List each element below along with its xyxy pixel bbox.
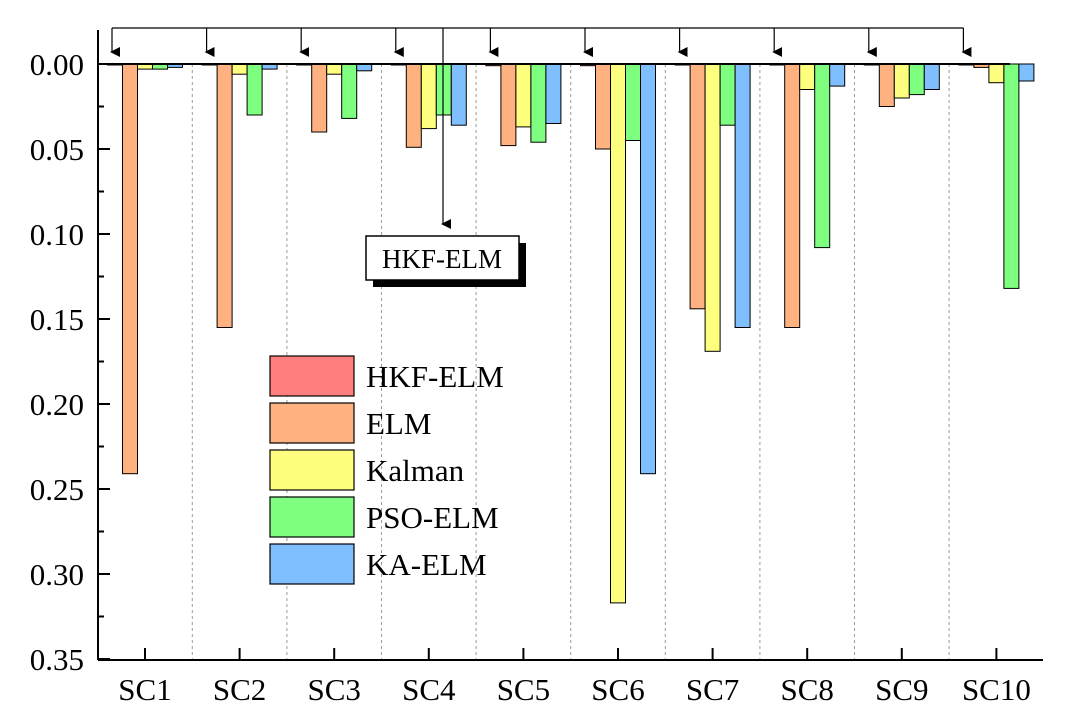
y-tick-label: 0.25	[30, 472, 84, 507]
x-tick-label: SC1	[118, 672, 171, 707]
y-tick-label: 0.35	[30, 642, 84, 677]
y-tick-label: 0.30	[30, 557, 84, 592]
bar-ka-elm-sc4	[450, 63, 467, 126]
annotation-pointers	[110, 27, 972, 229]
bar-pso-elm-sc7	[719, 63, 736, 126]
bar-elm-sc4	[405, 63, 422, 148]
legend-swatch-pso-elm	[269, 496, 355, 538]
x-axis-labels: SC1 SC2 SC3 SC4 SC5 SC6 SC7 SC8 SC9 SC10	[118, 648, 1031, 707]
bar-ka-elm-sc10	[1018, 63, 1035, 82]
bar-pso-elm-sc10	[1003, 63, 1020, 289]
legend: HKF-ELM ELM Kalman PSO-ELM KA-ELM	[269, 355, 504, 585]
x-tick-label: SC3	[307, 672, 360, 707]
bar-pso-elm-sc5	[530, 63, 547, 143]
bar-pso-elm-sc2	[246, 63, 263, 116]
y-tick-label: 0.10	[30, 217, 84, 252]
legend-label-elm: ELM	[366, 406, 431, 441]
bar-kalman-sc3	[326, 63, 343, 75]
bar-elm-sc6	[595, 63, 611, 150]
bar-ka-elm-sc7	[734, 63, 751, 328]
x-tick-label: SC2	[213, 672, 266, 707]
y-tick-label: 0.05	[30, 132, 84, 167]
x-tick-label: SC7	[686, 672, 739, 707]
legend-label-ka-elm: KA-ELM	[366, 547, 487, 582]
bar-elm-sc8	[784, 63, 801, 328]
bar-kalman-sc5	[515, 63, 532, 128]
bar-ka-elm-sc5	[545, 63, 562, 124]
legend-swatch-elm	[269, 402, 355, 444]
legend-label-kalman: Kalman	[366, 453, 465, 488]
y-axis-ticks: 0.00 0.05 0.10 0.15 0.20 0.25 0.30 0.35	[30, 47, 110, 677]
bar-ka-elm-sc3	[356, 63, 373, 72]
bar-kalman-sc4	[420, 63, 437, 130]
legend-swatch-ka-elm	[269, 543, 355, 585]
legend-label-pso-elm: PSO-ELM	[366, 500, 499, 535]
x-tick-label: SC10	[962, 672, 1031, 707]
x-tick-label: SC8	[780, 672, 833, 707]
y-tick-label: 0.15	[30, 302, 84, 337]
bar-kalman-sc7	[704, 63, 721, 352]
legend-swatch-kalman	[269, 449, 355, 491]
bar-ka-elm-sc6	[640, 63, 656, 475]
y-tick-label: 0.20	[30, 387, 84, 422]
bar-ka-elm-sc8	[829, 63, 846, 87]
legend-swatch-hkf-elm	[269, 355, 355, 397]
bar-elm-sc3	[311, 63, 328, 133]
bar-kalman-sc2	[231, 63, 248, 75]
x-tick-label: SC4	[402, 672, 456, 707]
annotation-box: HKF-ELM	[365, 235, 526, 287]
bar-pso-elm-sc9	[908, 63, 925, 96]
bar-pso-elm-sc8	[814, 63, 831, 249]
y-tick-label: 0.00	[30, 47, 84, 82]
axes	[97, 30, 1043, 661]
bar-elm-sc1	[122, 63, 138, 475]
bars	[107, 63, 1035, 604]
bar-pso-elm-sc3	[341, 63, 358, 119]
bar-kalman-sc9	[893, 63, 910, 99]
bar-ka-elm-sc9	[923, 63, 940, 90]
bar-elm-sc2	[216, 63, 233, 328]
annotation-frame	[365, 235, 520, 281]
legend-label-hkf-elm: HKF-ELM	[366, 359, 504, 394]
bar-pso-elm-sc4	[435, 63, 452, 116]
bar-elm-sc9	[878, 63, 895, 107]
x-tick-label: SC9	[875, 672, 928, 707]
bar-elm-sc5	[500, 63, 517, 147]
x-tick-label: SC5	[497, 672, 550, 707]
bar-kalman-sc6	[610, 63, 626, 604]
bar-pso-elm-sc6	[625, 63, 641, 141]
bar-elm-sc7	[689, 63, 706, 310]
bar-kalman-sc8	[799, 63, 816, 90]
annotation-label: HKF-ELM	[382, 244, 502, 274]
bar-kalman-sc10	[988, 63, 1005, 84]
x-tick-label: SC6	[591, 672, 644, 707]
